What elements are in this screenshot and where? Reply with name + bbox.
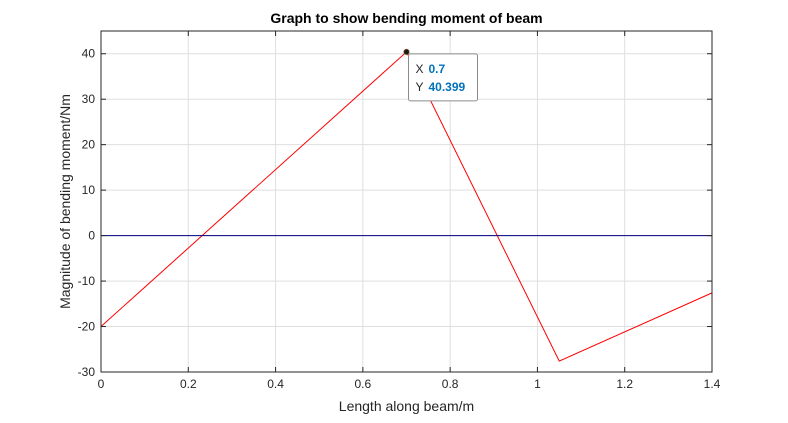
y-axis-label: Magnitude of bending moment/Nm [57,94,73,309]
series-0-line [100,51,713,362]
y-tick-label: 0 [88,229,95,243]
x-axis-label: Length along beam/m [339,398,474,414]
datatip-y-value: 40.399 [429,80,466,94]
x-tick-label: 1.4 [704,377,721,391]
y-tick-label: 30 [82,92,96,106]
y-tick-label: -20 [78,320,96,334]
x-tick-label: 1.2 [616,377,633,391]
datatip-x-value: 0.7 [429,62,446,76]
y-tick-label: 40 [82,47,96,61]
datatip-y-key: Y [416,80,424,94]
x-tick-label: 0.2 [180,377,197,391]
x-tick-label: 1 [534,377,541,391]
plot-area [101,31,712,372]
x-tick-label: 0.6 [355,377,372,391]
datatip-marker[interactable] [403,48,410,55]
axes-box [100,30,713,373]
series-layer [100,51,713,362]
y-tick-label: -10 [78,274,96,288]
y-tick-label: 20 [82,138,96,152]
y-tick-label: -30 [78,365,96,379]
chart-title: Graph to show bending moment of beam [270,10,542,26]
y-tick-label: 10 [82,183,96,197]
datatip-box[interactable] [408,53,478,102]
x-tick-label: 0 [98,377,105,391]
ticks: 0 0.2 0.4 0.6 0.8 1 1.2 1.4 -30 -20 -10 0 10 20 30 40 [78,31,721,391]
datatip[interactable]: X 0.7 Y 40.399 [403,48,478,102]
x-tick-label: 0.4 [267,377,284,391]
datatip-x-key: X [416,62,424,76]
x-tick-label: 0.8 [442,377,459,391]
